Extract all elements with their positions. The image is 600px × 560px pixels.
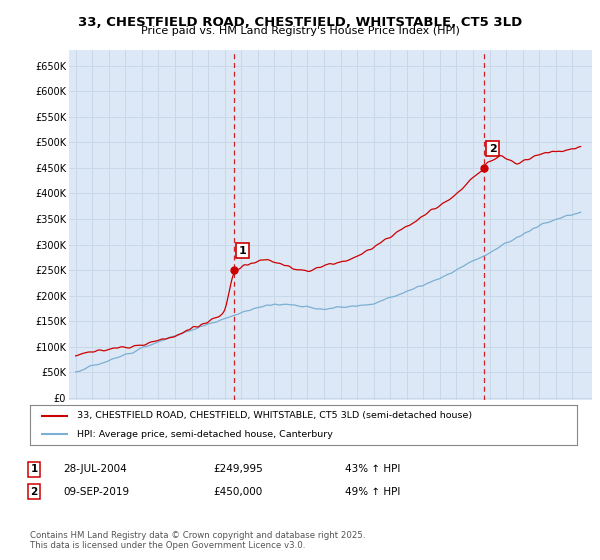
Text: 09-SEP-2019: 09-SEP-2019 [63,487,129,497]
Text: Price paid vs. HM Land Registry's House Price Index (HPI): Price paid vs. HM Land Registry's House … [140,26,460,36]
Text: 33, CHESTFIELD ROAD, CHESTFIELD, WHITSTABLE, CT5 3LD: 33, CHESTFIELD ROAD, CHESTFIELD, WHITSTA… [78,16,522,29]
Text: 2: 2 [489,143,497,153]
Text: 33, CHESTFIELD ROAD, CHESTFIELD, WHITSTABLE, CT5 3LD (semi-detached house): 33, CHESTFIELD ROAD, CHESTFIELD, WHITSTA… [77,411,472,420]
Text: £249,995: £249,995 [213,464,263,474]
Text: 28-JUL-2004: 28-JUL-2004 [63,464,127,474]
Text: £450,000: £450,000 [213,487,262,497]
Text: 49% ↑ HPI: 49% ↑ HPI [345,487,400,497]
Text: 2: 2 [31,487,38,497]
Text: 43% ↑ HPI: 43% ↑ HPI [345,464,400,474]
Text: 1: 1 [31,464,38,474]
Text: 1: 1 [238,246,246,256]
Text: Contains HM Land Registry data © Crown copyright and database right 2025.
This d: Contains HM Land Registry data © Crown c… [30,531,365,550]
Text: HPI: Average price, semi-detached house, Canterbury: HPI: Average price, semi-detached house,… [77,430,332,439]
